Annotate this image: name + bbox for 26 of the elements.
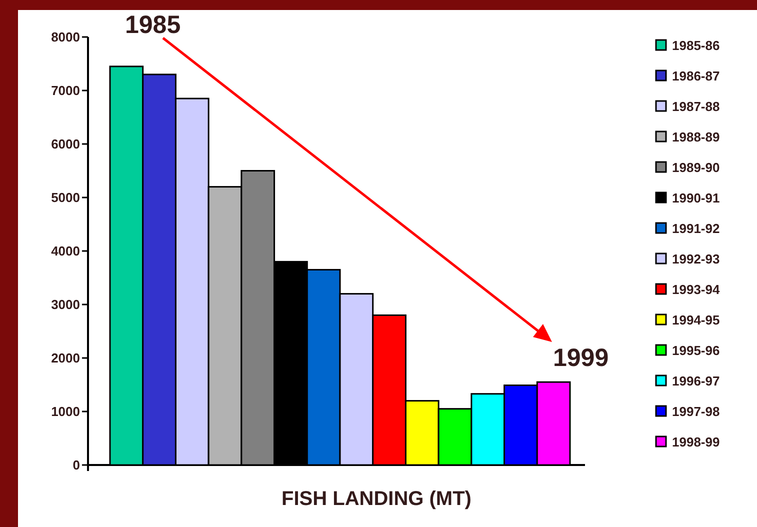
y-tick-label: 6000: [51, 136, 80, 152]
legend-label: 1998-99: [672, 434, 720, 450]
legend-label: 1987-88: [672, 99, 720, 114]
y-tick-label: 0: [72, 458, 80, 473]
legend-label: 1988-89: [672, 130, 720, 145]
legend-label: 1996-97: [672, 374, 720, 389]
legend-label: 1989-90: [672, 160, 720, 176]
annotation: 1985: [125, 11, 181, 39]
legend-label: 1990-91: [672, 190, 720, 206]
legend-label: 1992-93: [672, 252, 720, 267]
legend-label: 1991-92: [672, 221, 720, 236]
annotation: 1999: [553, 344, 609, 372]
y-tick-label: 8000: [51, 30, 80, 45]
y-tick-label: 2000: [51, 350, 80, 366]
y-tick-label: 3000: [51, 297, 80, 312]
legend-label: 1995-96: [672, 343, 720, 358]
legend-label: 1985-86: [672, 38, 720, 54]
x-axis-title: FISH LANDING (MT): [282, 488, 472, 510]
legend-label: 1997-98: [672, 404, 720, 420]
y-tick-label: 1000: [51, 404, 80, 420]
y-tick-label: 7000: [51, 83, 80, 98]
legend-label: 1994-95: [672, 312, 720, 328]
y-tick-label: 5000: [51, 190, 80, 206]
legend-label: 1986-87: [672, 68, 720, 84]
y-tick-label: 4000: [51, 244, 80, 259]
legend-label: 1993-94: [672, 282, 720, 298]
